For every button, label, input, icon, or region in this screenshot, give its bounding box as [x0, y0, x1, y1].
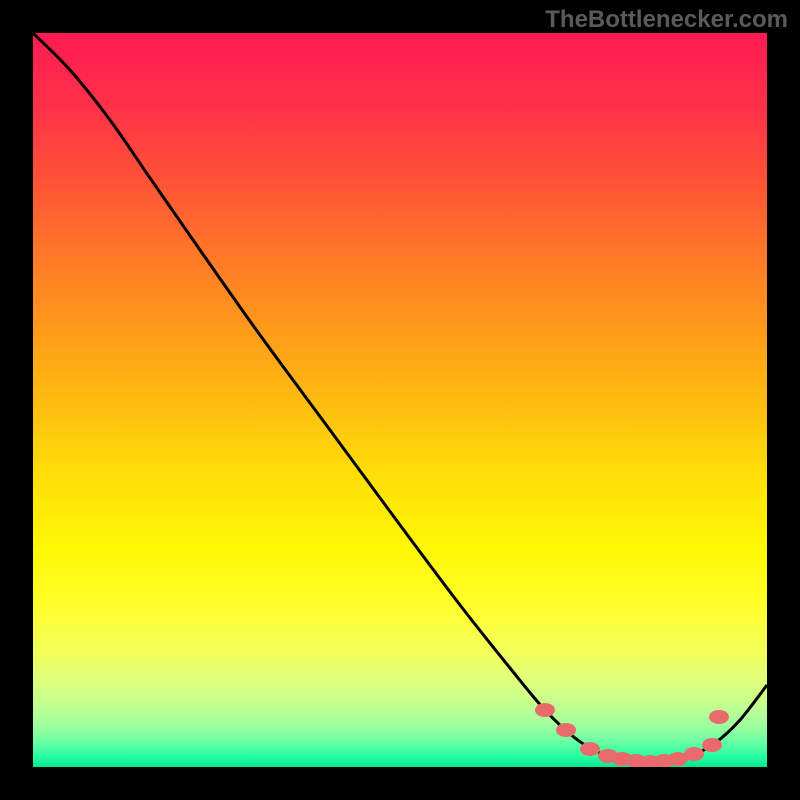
data-marker: [702, 738, 722, 752]
bottleneck-curve-chart: [0, 0, 800, 800]
data-marker: [580, 742, 600, 756]
data-marker: [684, 747, 704, 761]
data-marker: [709, 710, 729, 724]
gradient-background: [33, 33, 767, 767]
data-marker: [535, 703, 555, 717]
data-marker: [556, 723, 576, 737]
